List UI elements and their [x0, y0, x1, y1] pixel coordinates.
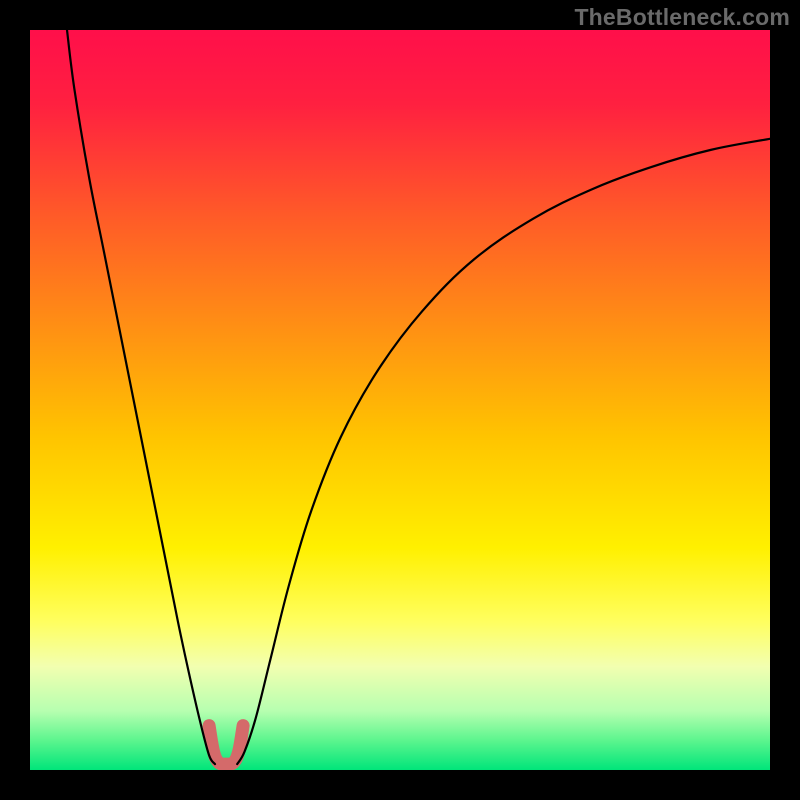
chart-stage: TheBottleneck.com: [0, 0, 800, 800]
watermark-text: TheBottleneck.com: [574, 4, 790, 31]
chart-svg: [0, 0, 800, 800]
